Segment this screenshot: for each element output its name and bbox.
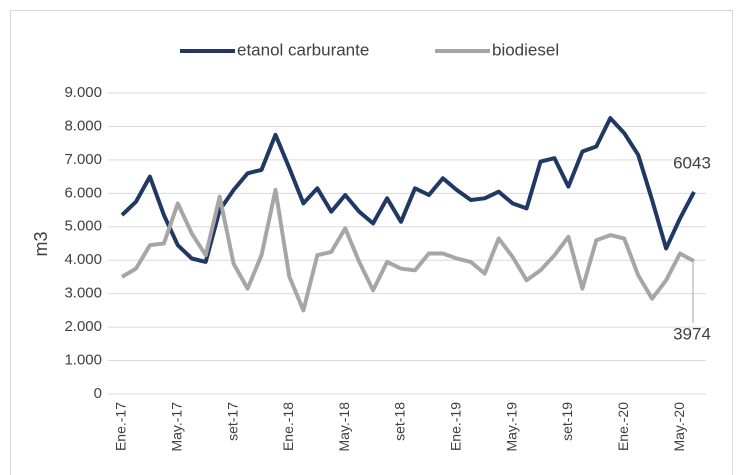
x-tick-label: Ene.-19 — [448, 402, 464, 451]
y-tick-label: 5.000 — [64, 218, 102, 235]
x-tick-label: May.-18 — [336, 402, 352, 452]
y-tick-label: 4.000 — [64, 251, 102, 268]
x-tick-label: Ene.-17 — [113, 402, 129, 451]
y-tick-label: 3.000 — [64, 285, 102, 302]
series-line — [120, 116, 696, 264]
legend-label: biodiesel — [492, 40, 559, 59]
y-axis-label: m3 — [31, 231, 51, 256]
y-tick-label: 2.000 — [64, 318, 102, 335]
y-tick-label: 7.000 — [64, 151, 102, 168]
series-line — [120, 188, 695, 313]
y-tick-label: 0 — [94, 385, 102, 402]
x-tick-label: May.-20 — [671, 402, 687, 452]
x-tick-label: May.-19 — [503, 402, 519, 452]
y-tick-label: 9.000 — [64, 84, 102, 101]
x-tick-label: Ene.-20 — [615, 402, 631, 451]
chart-frame — [10, 10, 733, 475]
x-tick-label: set-18 — [392, 402, 408, 441]
data-label: 6043 — [673, 153, 711, 172]
x-tick-label: set-19 — [559, 402, 575, 441]
y-tick-label: 8.000 — [64, 117, 102, 134]
x-tick-label: Ene.-18 — [280, 402, 296, 451]
x-tick-label: May.-17 — [169, 402, 185, 452]
y-tick-label: 6.000 — [64, 184, 102, 201]
data-label: 3974 — [673, 325, 711, 344]
x-tick-label: set-17 — [224, 402, 240, 441]
y-tick-label: 1.000 — [64, 352, 102, 369]
legend-label: etanol carburante — [237, 40, 369, 59]
